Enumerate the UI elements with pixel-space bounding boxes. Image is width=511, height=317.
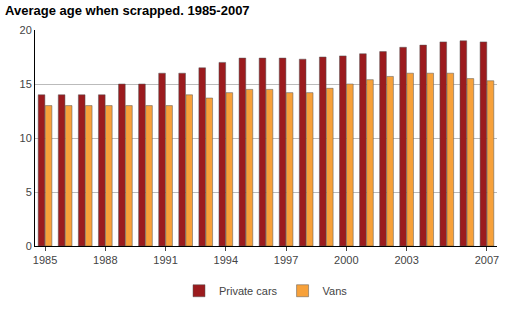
svg-text:5: 5 [26, 186, 32, 198]
svg-text:15: 15 [20, 78, 32, 90]
svg-text:Average age when scrapped. 198: Average age when scrapped. 1985-2007 [5, 3, 249, 18]
svg-text:0: 0 [26, 240, 32, 252]
svg-text:1994: 1994 [214, 254, 238, 266]
svg-text:1991: 1991 [153, 254, 177, 266]
svg-text:Private cars: Private cars [219, 285, 278, 297]
svg-text:1997: 1997 [274, 254, 298, 266]
svg-text:2007: 2007 [475, 254, 499, 266]
svg-text:20: 20 [20, 24, 32, 36]
svg-text:1985: 1985 [33, 254, 57, 266]
svg-text:1988: 1988 [93, 254, 117, 266]
svg-text:Vans: Vans [323, 285, 348, 297]
svg-text:10: 10 [20, 132, 32, 144]
svg-text:2003: 2003 [394, 254, 418, 266]
svg-text:2000: 2000 [334, 254, 358, 266]
